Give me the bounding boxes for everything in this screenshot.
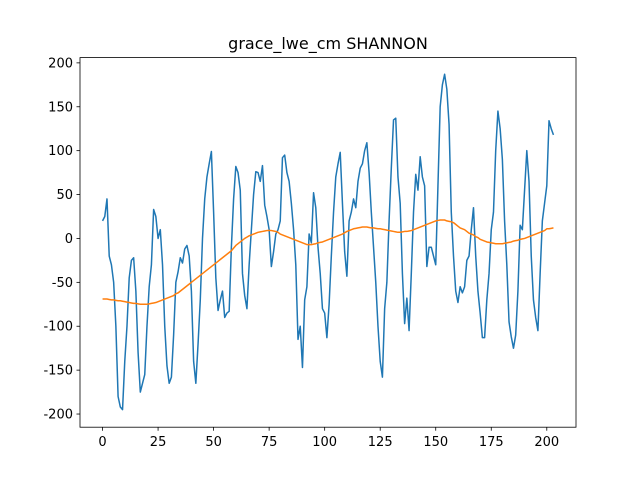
x-tick-label: 50: [205, 435, 222, 450]
y-tick-label: 50: [56, 188, 73, 203]
y-tick-label: 200: [48, 56, 73, 71]
y-tick-label: 0: [65, 232, 73, 247]
x-tick-label: 175: [479, 435, 504, 450]
line-series: [101, 73, 555, 411]
y-tick-label: -50: [52, 276, 73, 291]
y-tick-label: -100: [43, 320, 73, 335]
plot-frame: [79, 57, 577, 428]
line-series: [102, 219, 554, 306]
y-tick-label: -150: [43, 364, 73, 379]
y-tick-label: 150: [48, 100, 73, 115]
y-tick-label: 100: [48, 144, 73, 159]
x-tick-label: 150: [423, 435, 448, 450]
y-tick-label: -200: [43, 408, 73, 423]
x-tick-label: 200: [534, 435, 559, 450]
x-tick-label: 25: [150, 435, 167, 450]
x-tick-label: 75: [261, 435, 278, 450]
x-tick-label: 100: [312, 435, 337, 450]
x-tick-label: 0: [98, 435, 106, 450]
chart-title: grace_lwe_cm SHANNON: [228, 34, 428, 54]
x-tick-label: 125: [368, 435, 393, 450]
